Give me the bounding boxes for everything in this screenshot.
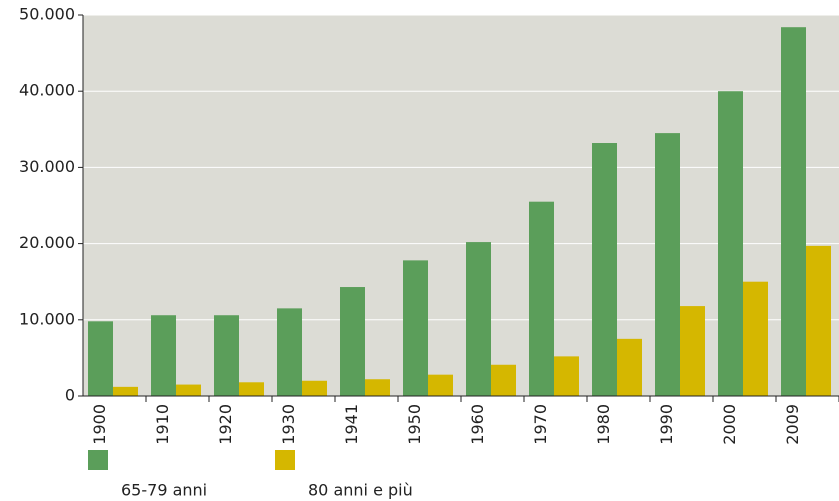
y-tick-label: 20.000	[19, 233, 75, 252]
y-tick-label: 30.000	[19, 157, 75, 176]
bar	[214, 315, 239, 396]
y-tick-label: 10.000	[19, 309, 75, 328]
y-tick-label: 50.000	[19, 5, 75, 24]
x-tick-label: 1950	[405, 404, 424, 445]
legend-swatch	[275, 450, 295, 470]
legend-label: 65-79 anni	[121, 481, 207, 500]
x-tick-label: 2000	[720, 404, 739, 445]
bar	[428, 374, 453, 396]
y-tick-label: 40.000	[19, 81, 75, 100]
x-tick-label: 1941	[342, 404, 361, 445]
bar	[655, 133, 680, 397]
bar	[176, 384, 201, 396]
bar	[617, 338, 642, 396]
bar	[466, 242, 491, 396]
x-tick-label: 1910	[153, 404, 172, 445]
bar	[718, 91, 743, 396]
bar	[529, 201, 554, 396]
bar	[113, 386, 138, 396]
y-tick-label: 0	[65, 386, 75, 405]
bar	[781, 27, 806, 397]
x-tick-label: 2009	[783, 404, 802, 445]
bar	[592, 143, 617, 396]
legend-label: 80 anni e più	[308, 481, 413, 500]
x-tick-label: 1990	[657, 404, 676, 445]
plot-background	[83, 15, 839, 396]
bar	[239, 382, 264, 396]
x-tick-label: 1930	[279, 404, 298, 445]
bar	[88, 321, 113, 396]
x-tick-label: 1980	[594, 404, 613, 445]
bar	[554, 356, 579, 396]
x-tick-label: 1920	[216, 404, 235, 445]
bar	[340, 287, 365, 396]
x-tick-label: 1970	[531, 404, 550, 445]
bar	[151, 315, 176, 396]
bar	[743, 281, 768, 396]
bar	[491, 364, 516, 396]
x-tick-label: 1960	[468, 404, 487, 445]
bar	[403, 260, 428, 396]
bar	[277, 308, 302, 396]
bar	[680, 306, 705, 396]
bar	[302, 380, 327, 396]
bar	[365, 379, 390, 396]
legend-swatch	[88, 450, 108, 470]
x-tick-label: 1900	[90, 404, 109, 445]
bar	[806, 245, 831, 396]
